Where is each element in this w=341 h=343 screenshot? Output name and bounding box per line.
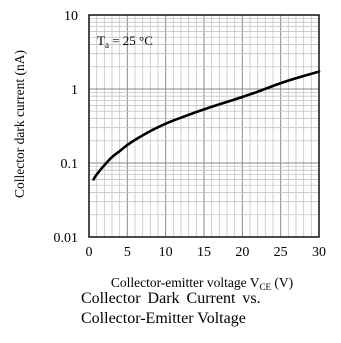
grid <box>89 15 319 237</box>
y-tick-label: 0.1 <box>61 157 79 172</box>
x-tick-label: 0 <box>86 245 93 260</box>
y-tick-labels: 0.01 0.1 1 10 <box>54 9 79 246</box>
caption-line-1: Collector Dark Current vs. <box>81 290 261 307</box>
y-tick-label: 10 <box>64 9 78 24</box>
x-tick-labels: 0 5 10 15 20 25 30 <box>86 245 327 260</box>
annotation-value: = 25 °C <box>109 33 153 48</box>
x-tick-label: 5 <box>124 245 131 260</box>
y-tick-label: 1 <box>71 83 78 98</box>
x-axis-label-main: Collector-emitter voltage V <box>111 275 260 290</box>
x-tick-label: 15 <box>197 245 211 260</box>
figure-caption: Collector Dark Current vs. Collector-Emi… <box>81 289 331 329</box>
annotation-symbol: T <box>97 33 105 48</box>
y-tick-label: 0.01 <box>54 231 79 246</box>
x-tick-label: 25 <box>274 245 288 260</box>
series-line <box>92 70 321 181</box>
y-axis-label: Collector dark current (nA) <box>12 50 27 198</box>
x-axis-label-subscript: CE <box>260 282 272 290</box>
temperature-annotation: Ta = 25 °C <box>97 33 153 50</box>
x-axis-label: Collector-emitter voltage VCE (V) <box>111 275 293 290</box>
x-tick-label: 10 <box>159 245 173 260</box>
caption-line-2: Collector-Emitter Voltage <box>81 310 246 327</box>
dark-current-chart: 0 5 10 15 20 25 30 0.01 0.1 1 10 Ta = 25 °C Colle… <box>12 9 327 290</box>
annotation-subscript: a <box>105 40 109 50</box>
x-tick-label: 20 <box>235 245 249 260</box>
x-tick-label: 30 <box>312 245 326 260</box>
x-axis-label-unit: (V) <box>271 275 293 290</box>
plot-frame <box>88 14 320 238</box>
